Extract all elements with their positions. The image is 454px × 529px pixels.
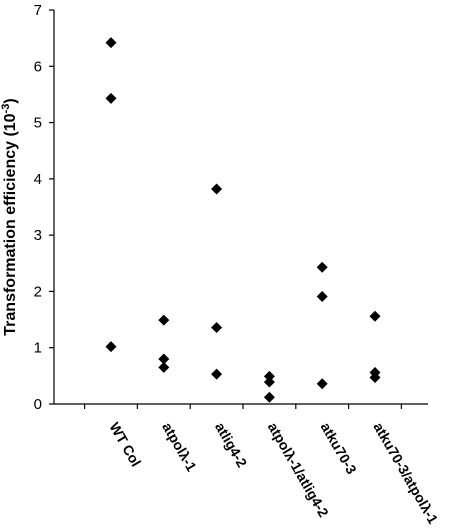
- y-axis-title: Transformation efficiency (10-3): [0, 98, 19, 335]
- category-labels: WT Col atpolλ-1 atlig4-2 atpolλ-1/atlig4-2a…: [106, 420, 441, 527]
- y-tick-label: 4: [34, 171, 42, 188]
- y-axis-title-superscript: -3: [0, 104, 12, 114]
- y-tick-label: 0: [34, 396, 42, 413]
- y-tick-label: 5: [34, 115, 42, 132]
- data-point-diamond: [158, 314, 170, 326]
- data-point-diamond: [211, 321, 223, 333]
- data-point-diamond: [211, 368, 223, 380]
- data-point-diamond: [263, 370, 275, 382]
- y-tick-label: 6: [34, 58, 42, 75]
- data-points: [105, 37, 381, 403]
- y-axis-ticks: 0 1 2 3 4 5 6 7: [34, 2, 54, 413]
- data-point-diamond: [369, 310, 381, 322]
- y-axis-title-main: Transformation efficiency (10: [2, 113, 19, 335]
- data-point-diamond: [316, 261, 328, 273]
- data-point-diamond: [105, 341, 117, 353]
- y-tick-label: 3: [34, 227, 42, 244]
- data-point-diamond: [263, 391, 275, 403]
- data-point-diamond: [316, 378, 328, 390]
- data-point-diamond: [211, 183, 223, 195]
- x-category-label: atpolλ-1: [159, 420, 200, 475]
- data-point-diamond: [316, 290, 328, 302]
- y-tick-label: 2: [34, 283, 42, 300]
- data-point-diamond: [105, 92, 117, 104]
- x-category-label: atku70-3/atpolλ-1: [370, 420, 441, 527]
- y-tick-label: 1: [34, 340, 42, 357]
- x-category-label: atku70-3: [318, 420, 360, 477]
- data-point-diamond: [158, 361, 170, 373]
- data-point-diamond: [105, 37, 117, 49]
- y-tick-label: 7: [34, 2, 42, 19]
- x-category-label: atlig4-2: [212, 420, 250, 471]
- y-axis-title-suffix: ): [2, 98, 19, 103]
- data-point-diamond: [369, 372, 381, 384]
- data-point-diamond: [263, 376, 275, 388]
- x-category-label: WT Col: [106, 420, 144, 470]
- data-point-diamond: [158, 353, 170, 365]
- x-axis-ticks: [83, 404, 402, 409]
